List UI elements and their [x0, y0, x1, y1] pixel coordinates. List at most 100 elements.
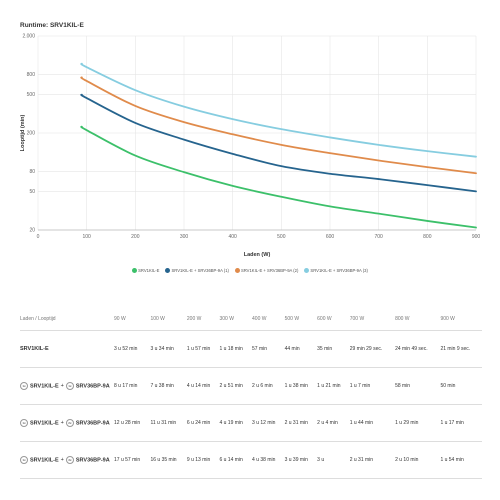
table-header-load: 500 W [284, 308, 318, 331]
row-config-name: 1x SRV1KIL-E +1x SRV36BP-9A [20, 367, 114, 405]
legend-label: SRV1KIL-E + SRV36BP-9A (2) [240, 268, 299, 273]
series-line [80, 62, 477, 158]
y-tick-label: 2.000 [22, 34, 35, 40]
runtime-cell: 1 u 18 min [219, 330, 253, 368]
runtime-cell: 12 u 28 min [114, 404, 151, 442]
x-tick-label: 700 [374, 234, 383, 240]
runtime-cell: 7 u 38 min [150, 367, 187, 405]
runtime-cell: 3 u 34 min [150, 330, 187, 368]
runtime-cell: 6 u 14 min [219, 441, 253, 479]
row-config-name: 1x SRV1KIL-E +2x SRV36BP-9A [20, 404, 114, 442]
table-header-label: Laden / Looptijd [20, 308, 114, 331]
plus-sign: + [60, 383, 64, 390]
table-header-load: 600 W [317, 308, 350, 331]
runtime-cell: 24 min 49 sec. [395, 330, 441, 368]
legend-item[interactable]: SRV1KIL-E [132, 268, 159, 274]
table-header-load: 200 W [186, 308, 220, 331]
ups-model-name: SRV1KIL-E [30, 457, 59, 464]
x-tick-label: 800 [423, 234, 432, 240]
series-line [80, 76, 477, 175]
runtime-cell: 58 min [395, 367, 441, 405]
runtime-cell: 16 u 35 min [150, 441, 187, 479]
row-config-name: 1x SRV1KIL-E +3x SRV36BP-9A [20, 441, 114, 479]
legend-item[interactable]: SRV1KIL-E + SRV36BP-9A (1) [165, 268, 229, 274]
runtime-cell: 6 u 24 min [186, 404, 220, 442]
runtime-cell: 3 u 12 min [252, 404, 285, 442]
y-tick-label: 50 [29, 189, 35, 195]
runtime-cell: 1 u 38 min [284, 367, 318, 405]
series-line [80, 93, 477, 193]
runtime-cell: 4 u 14 min [186, 367, 220, 405]
runtime-cell: 11 u 31 min [150, 404, 187, 442]
runtime-cell: 35 min [317, 330, 350, 368]
runtime-cell: 2 u 6 min [252, 367, 285, 405]
legend-item[interactable]: SRV1KIL-E + SRV36BP-9A (2) [234, 268, 299, 274]
table-row: 1x SRV1KIL-E +1x SRV36BP-9A 8 u 17 min 7 u 38… [20, 367, 482, 405]
runtime-cell: 1 u 29 min [395, 404, 441, 442]
runtime-cell: 2 u 51 min [219, 367, 253, 405]
runtime-cell: 9 u 13 min [186, 441, 220, 479]
legend-swatch [304, 268, 310, 274]
table-row: 1x SRV1KIL-E +3x SRV36BP-9A 17 u 57 min 16 u … [20, 441, 482, 479]
runtime-cell: 3 u 39 min [284, 441, 318, 479]
x-tick-label: 900 [472, 234, 481, 240]
runtime-cell: 1 u 44 min [349, 404, 396, 442]
x-tick-label: 300 [180, 234, 189, 240]
x-tick-label: 200 [131, 234, 140, 240]
runtime-cell: 1 u 17 min [440, 404, 482, 442]
legend-label: SRV1KIL-E + SRV36BP-9A (3) [310, 268, 368, 273]
quantity-badge: 1x [20, 419, 28, 427]
ups-model-name: SRV1KIL-E [30, 383, 59, 390]
ups-model-name: SRV1KIL-E [20, 346, 49, 352]
runtime-table: Laden / Looptijd 90 W 100 W 200 W 300 W 400 W… [20, 308, 482, 479]
runtime-cell: 1 u 7 min [349, 367, 396, 405]
x-tick-label: 600 [326, 234, 335, 240]
battery-pack-name: SRV36BP-9A [75, 383, 110, 390]
x-tick-label: 400 [228, 234, 237, 240]
runtime-cell: 2 u 4 min [317, 404, 350, 442]
table-header-load: 100 W [150, 308, 187, 331]
quantity-badge: 1x [65, 382, 74, 390]
runtime-cell: 2 u 31 min [349, 441, 396, 479]
legend-swatch [132, 268, 138, 274]
runtime-cell: 4 u 38 min [252, 441, 285, 479]
y-tick-label: 500 [27, 92, 36, 98]
y-tick-label: 800 [27, 72, 36, 78]
table-header-load: 90 W [114, 308, 151, 331]
x-tick-label: 100 [82, 234, 91, 240]
runtime-cell: 2 u 10 min [395, 441, 441, 479]
battery-pack-name: SRV36BP-9A [75, 420, 110, 427]
y-axis-label: Looptijd (min) [20, 115, 26, 152]
runtime-cell: 1 u 54 min [440, 441, 482, 479]
legend-item[interactable]: SRV1KIL-E + SRV36BP-9A (3) [304, 268, 368, 274]
runtime-cell: 57 min [252, 330, 285, 368]
runtime-cell: 44 min [284, 330, 318, 368]
runtime-cell: 1 u 57 min [186, 330, 220, 368]
chart-plot: 20 50 80 200 500 800 2.000 0 100 200 300 400 500 600 7… [20, 34, 481, 258]
plus-sign: + [60, 457, 64, 464]
chart-legend[interactable]: SRV1KIL-E SRV1KIL-E + SRV36BP-9A (1) SRV1K… [0, 268, 500, 274]
quantity-badge: 3x [65, 456, 74, 464]
chart-title: Runtime: SRV1KIL-E [20, 22, 84, 29]
row-config-name: SRV1KIL-E [20, 330, 114, 368]
runtime-cell: 8 u 17 min [114, 367, 151, 405]
legend-swatch [234, 268, 240, 274]
x-tick-label: 0 [37, 234, 40, 240]
table-header-load: 800 W [395, 308, 441, 331]
plus-sign: + [60, 420, 64, 427]
table-header-row: Laden / Looptijd 90 W 100 W 200 W 300 W 400 W… [20, 308, 482, 331]
runtime-cell: 1 u 21 min [317, 367, 350, 405]
quantity-badge: 1x [20, 456, 28, 464]
table-header-load: 700 W [349, 308, 396, 331]
table-row: 1x SRV1KIL-E +2x SRV36BP-9A 12 u 28 min 11 u … [20, 404, 482, 442]
y-tick-label: 20 [29, 228, 35, 234]
y-tick-label: 200 [27, 131, 36, 137]
runtime-cell: 3 u 52 min [114, 330, 151, 368]
runtime-cell: 4 u 19 min [219, 404, 253, 442]
ups-model-name: SRV1KIL-E [30, 420, 59, 427]
battery-pack-name: SRV36BP-9A [75, 457, 110, 464]
runtime-cell: 3 u [317, 441, 350, 479]
x-tick-label: 500 [277, 234, 286, 240]
legend-label: SRV1KIL-E + SRV36BP-9A (1) [171, 268, 229, 273]
quantity-badge: 2x [65, 419, 74, 427]
